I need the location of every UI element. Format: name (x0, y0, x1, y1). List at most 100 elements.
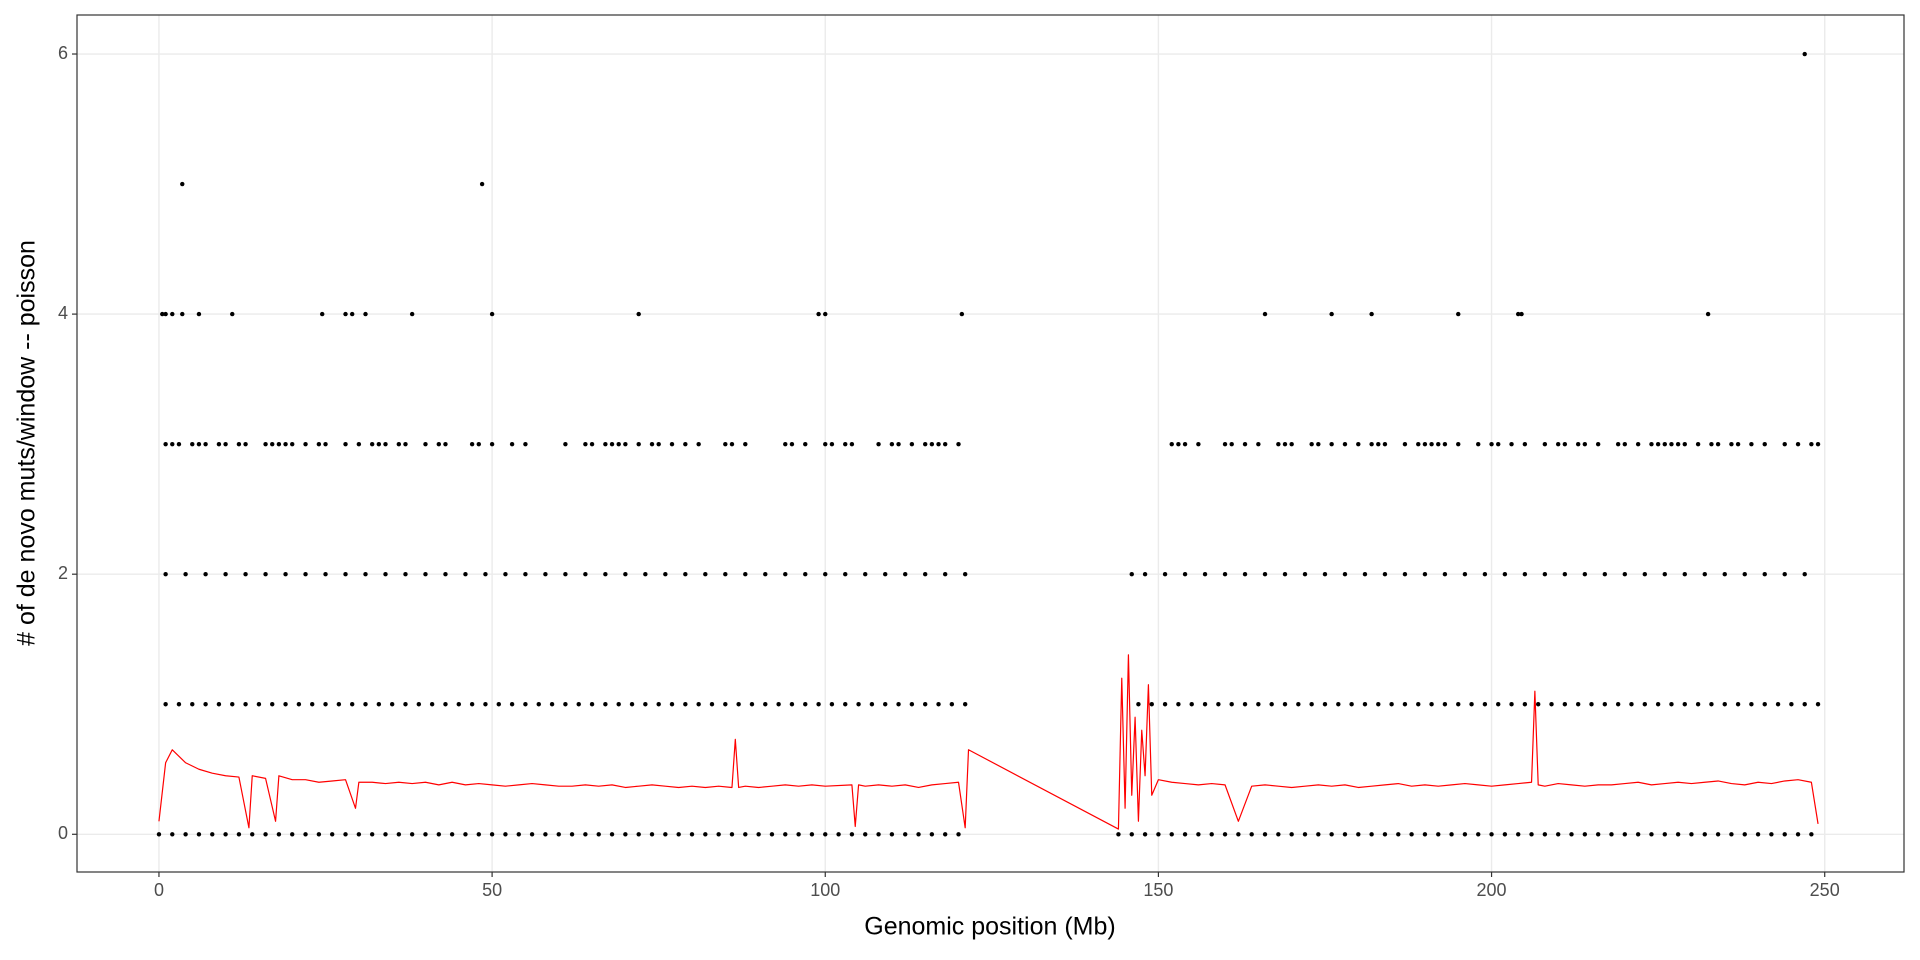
point (1709, 702, 1714, 707)
point (883, 702, 888, 707)
point (876, 832, 881, 837)
point (1802, 571, 1807, 577)
point (1789, 702, 1794, 707)
point (623, 571, 628, 577)
point (436, 441, 442, 447)
point (1675, 441, 1681, 447)
point (909, 702, 915, 707)
point (1649, 441, 1654, 447)
point (816, 702, 821, 707)
point (190, 702, 195, 707)
point (243, 441, 248, 447)
y-tick-label: 0 (58, 823, 68, 843)
point (283, 441, 288, 447)
point (959, 311, 965, 317)
point (383, 832, 388, 837)
point (270, 441, 275, 447)
point (403, 702, 408, 707)
point (1129, 832, 1134, 837)
point (936, 441, 941, 447)
point (216, 702, 222, 707)
point (1709, 441, 1714, 447)
point (1256, 441, 1261, 447)
point (849, 832, 855, 837)
point (230, 311, 235, 317)
point (1342, 571, 1348, 577)
point (389, 702, 395, 707)
point (663, 832, 668, 837)
point (203, 702, 208, 707)
point (176, 441, 182, 447)
x-tick-label: 50 (482, 880, 502, 900)
point (369, 832, 375, 837)
point (256, 702, 262, 707)
x-tick-label: 0 (154, 880, 164, 900)
point (363, 571, 368, 577)
point (636, 311, 641, 317)
point (729, 832, 735, 837)
point (376, 702, 382, 707)
point (783, 832, 788, 837)
point (1489, 441, 1494, 447)
point (1742, 832, 1747, 837)
point (676, 832, 681, 837)
point (603, 441, 608, 447)
point (196, 311, 202, 317)
point (603, 571, 608, 577)
point (1149, 702, 1154, 707)
point (1775, 702, 1781, 707)
point (1336, 702, 1341, 707)
point (896, 441, 901, 447)
point (889, 832, 895, 837)
point (1722, 571, 1727, 577)
point (230, 702, 235, 707)
point (803, 441, 808, 447)
point (1229, 441, 1234, 447)
point (263, 571, 268, 577)
point (1309, 441, 1314, 447)
point (1802, 51, 1807, 57)
point (403, 441, 408, 447)
point (1416, 702, 1421, 707)
point (396, 832, 402, 837)
point (896, 702, 901, 707)
point (1176, 702, 1181, 707)
point (1202, 702, 1208, 707)
point (576, 702, 581, 707)
point (1269, 702, 1274, 707)
point (509, 702, 515, 707)
point (1256, 702, 1261, 707)
point (1502, 571, 1508, 577)
point (403, 571, 408, 577)
point (1749, 702, 1754, 707)
point (1562, 441, 1568, 447)
point (356, 832, 362, 837)
point (783, 571, 788, 577)
point (956, 832, 961, 837)
point (1516, 832, 1521, 837)
point (290, 832, 295, 837)
point (163, 311, 168, 317)
point (1762, 571, 1767, 577)
point (1376, 702, 1381, 707)
point (683, 702, 688, 707)
point (170, 311, 175, 317)
point (629, 702, 635, 707)
point (1476, 832, 1481, 837)
point (1316, 441, 1321, 447)
point (956, 441, 961, 447)
point (1442, 441, 1448, 447)
point (1755, 832, 1761, 837)
point (683, 571, 688, 577)
point (1342, 441, 1348, 447)
point (1809, 832, 1814, 837)
x-tick-label: 150 (1143, 880, 1173, 900)
point (363, 311, 368, 317)
point (1249, 832, 1254, 837)
point (383, 571, 388, 577)
point (1349, 702, 1354, 707)
point (1462, 571, 1468, 577)
point (1309, 702, 1314, 707)
point (723, 702, 728, 707)
